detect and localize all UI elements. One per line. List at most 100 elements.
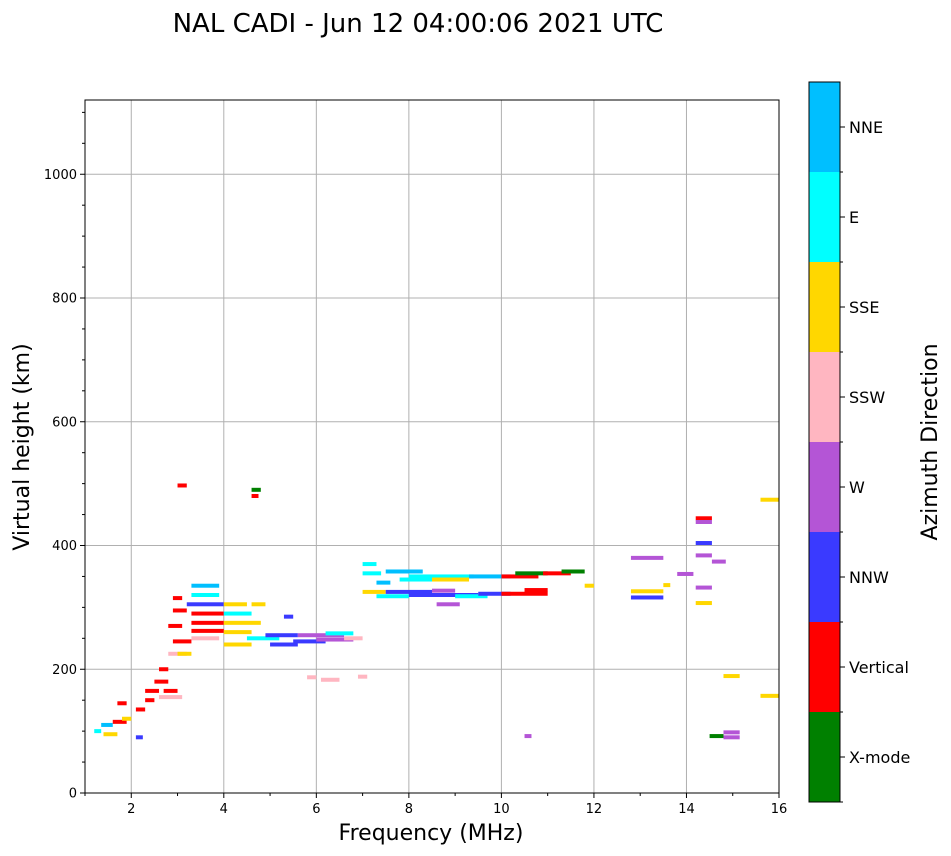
x-tick-label: 2	[127, 802, 135, 817]
data-segments	[94, 483, 779, 740]
echo-segment-e	[399, 577, 432, 582]
echo-segment-e	[94, 729, 102, 734]
colorbar-swatch-vertical	[809, 622, 840, 712]
echo-segment-nnw	[135, 735, 143, 740]
colorbar-swatch-x-mode	[809, 712, 840, 802]
colorbar-label-w: W	[849, 478, 865, 497]
echo-segment-sse	[122, 716, 132, 721]
colorbar-label-nne: NNE	[849, 118, 883, 137]
echo-segment-w	[711, 559, 726, 564]
echo-segment-sse	[177, 651, 192, 656]
echo-segment-vertical	[117, 701, 127, 706]
x-axis-label: Frequency (MHz)	[339, 821, 524, 846]
colorbar-label: Azimuth Direction	[918, 343, 943, 540]
echo-segment-sse	[223, 620, 261, 625]
colorbar-swatch-sse	[809, 262, 840, 352]
y-tick-label: 600	[52, 415, 77, 430]
echo-segment-nne	[376, 580, 391, 585]
echo-segment-w	[436, 602, 460, 607]
echo-segment-ssw	[357, 674, 368, 679]
echo-segment-nne	[101, 722, 113, 727]
echo-segment-vertical	[501, 591, 548, 596]
echo-segment-sse	[223, 642, 252, 647]
echo-segment-nne	[191, 583, 220, 588]
echo-segment-ssw	[191, 636, 220, 641]
plot-frame	[84, 99, 780, 794]
echo-segment-vertical	[172, 639, 192, 644]
echo-segment-e	[376, 594, 409, 599]
x-tick-label: 8	[405, 802, 413, 817]
echo-segment-sse	[760, 693, 779, 698]
x-tick-label: 6	[312, 802, 320, 817]
echo-segment-sse	[432, 577, 470, 582]
echo-segment-e	[191, 593, 220, 597]
echo-segment-nnw	[265, 633, 298, 638]
colorbar-swatch-nne	[809, 82, 840, 172]
echo-segment-w	[677, 571, 694, 576]
echo-segment-sse	[630, 589, 664, 594]
echo-segment-x-mode	[515, 571, 548, 576]
x-tick-label: 16	[771, 802, 788, 817]
echo-segment-e	[223, 611, 252, 616]
echo-segment-vertical	[524, 588, 548, 593]
echo-segment-vertical	[251, 494, 259, 498]
echo-segment-vertical	[501, 574, 539, 579]
echo-segment-w	[630, 555, 664, 560]
echo-segment-sse	[695, 601, 712, 606]
echo-segment-nnw	[186, 602, 224, 607]
echo-segment-vertical	[543, 571, 571, 576]
echo-segment-e	[325, 631, 354, 636]
echo-segment-ssw	[159, 695, 183, 700]
x-tick-label: 10	[493, 802, 510, 817]
echo-segment-vertical	[145, 698, 155, 703]
echo-segment-vertical	[172, 596, 183, 601]
echo-segment-sse	[584, 583, 594, 588]
echo-segment-nnw	[270, 642, 298, 647]
echo-segment-sse	[251, 602, 266, 607]
y-tick-label: 400	[52, 539, 77, 554]
echo-segment-e	[362, 571, 382, 576]
echo-segment-nnw	[630, 595, 664, 600]
grid-lines	[85, 100, 780, 794]
colorbar-label-e: E	[849, 208, 859, 227]
y-tick-label: 1000	[44, 168, 77, 183]
echo-segment-vertical	[695, 516, 712, 521]
echo-segment-nne	[385, 569, 423, 574]
y-axis-label: Virtual height (km)	[10, 343, 35, 550]
echo-segment-ssw	[344, 636, 363, 641]
y-tick-label: 200	[52, 663, 77, 678]
y-tick-label: 0	[69, 787, 77, 802]
echo-segment-vertical	[154, 679, 169, 684]
echo-segment-w	[695, 585, 712, 590]
echo-segment-ssw	[320, 677, 340, 682]
x-tick-label: 14	[678, 802, 695, 817]
echo-segment-ssw	[307, 675, 317, 680]
echo-segment-nnw	[408, 593, 479, 597]
echo-segment-vertical	[172, 608, 187, 613]
echo-segment-w	[723, 735, 740, 740]
echo-segment-nnw	[385, 589, 432, 594]
echo-segment-vertical	[191, 620, 224, 625]
echo-segment-w	[695, 553, 712, 558]
echo-segment-w	[297, 633, 345, 638]
echo-segment-x-mode	[561, 569, 585, 574]
echo-segment-w	[723, 730, 740, 735]
echo-segment-sse	[223, 602, 247, 607]
colorbar-label-ssw: SSW	[849, 388, 885, 407]
colorbar-frame	[808, 81, 841, 803]
colorbar-swatch-nnw	[809, 532, 840, 622]
echo-segment-sse	[760, 497, 779, 502]
echo-segment-vertical	[135, 707, 146, 712]
echo-segment-vertical	[177, 483, 187, 488]
echo-segment-vertical	[112, 719, 127, 724]
colorbar-label-vertical: Vertical	[849, 658, 909, 677]
echo-segment-e	[362, 562, 377, 567]
echo-segment-nnw	[695, 541, 712, 546]
echo-segment-vertical	[159, 667, 169, 672]
echo-segment-vertical	[191, 611, 224, 616]
echo-segment-sse	[103, 732, 118, 737]
colorbar-label-x-mode: X-mode	[849, 748, 910, 767]
echo-segment-nnw	[293, 639, 326, 644]
colorbar-label-sse: SSE	[849, 298, 879, 317]
x-tick-label: 12	[586, 802, 603, 817]
